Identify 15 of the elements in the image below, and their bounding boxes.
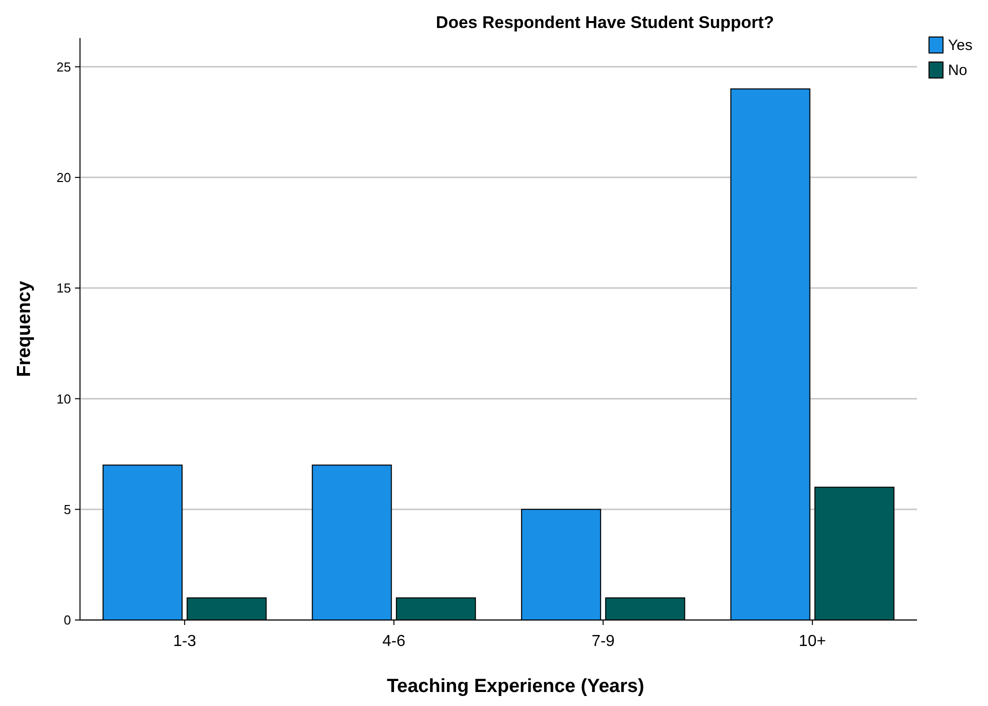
x-tick-label: 1-3 — [173, 633, 196, 650]
y-tick-label: 25 — [56, 59, 71, 74]
legend-label: Yes — [948, 37, 972, 54]
y-tick-label: 20 — [56, 170, 71, 185]
y-tick-label: 10 — [56, 391, 71, 406]
x-tick-label: 4-6 — [382, 633, 406, 650]
chart-title: Does Respondent Have Student Support? — [436, 13, 774, 32]
y-axis-title: Frequency — [14, 280, 35, 378]
y-tick-label: 5 — [64, 502, 71, 517]
legend-label: No — [948, 62, 968, 79]
y-tick-label: 15 — [56, 280, 71, 296]
y-tick-label: 0 — [64, 612, 71, 628]
x-tick-label: 7-9 — [592, 633, 615, 650]
x-axis-title: Teaching Experience (Years) — [386, 676, 644, 697]
x-tick-label: 10+ — [798, 633, 826, 650]
